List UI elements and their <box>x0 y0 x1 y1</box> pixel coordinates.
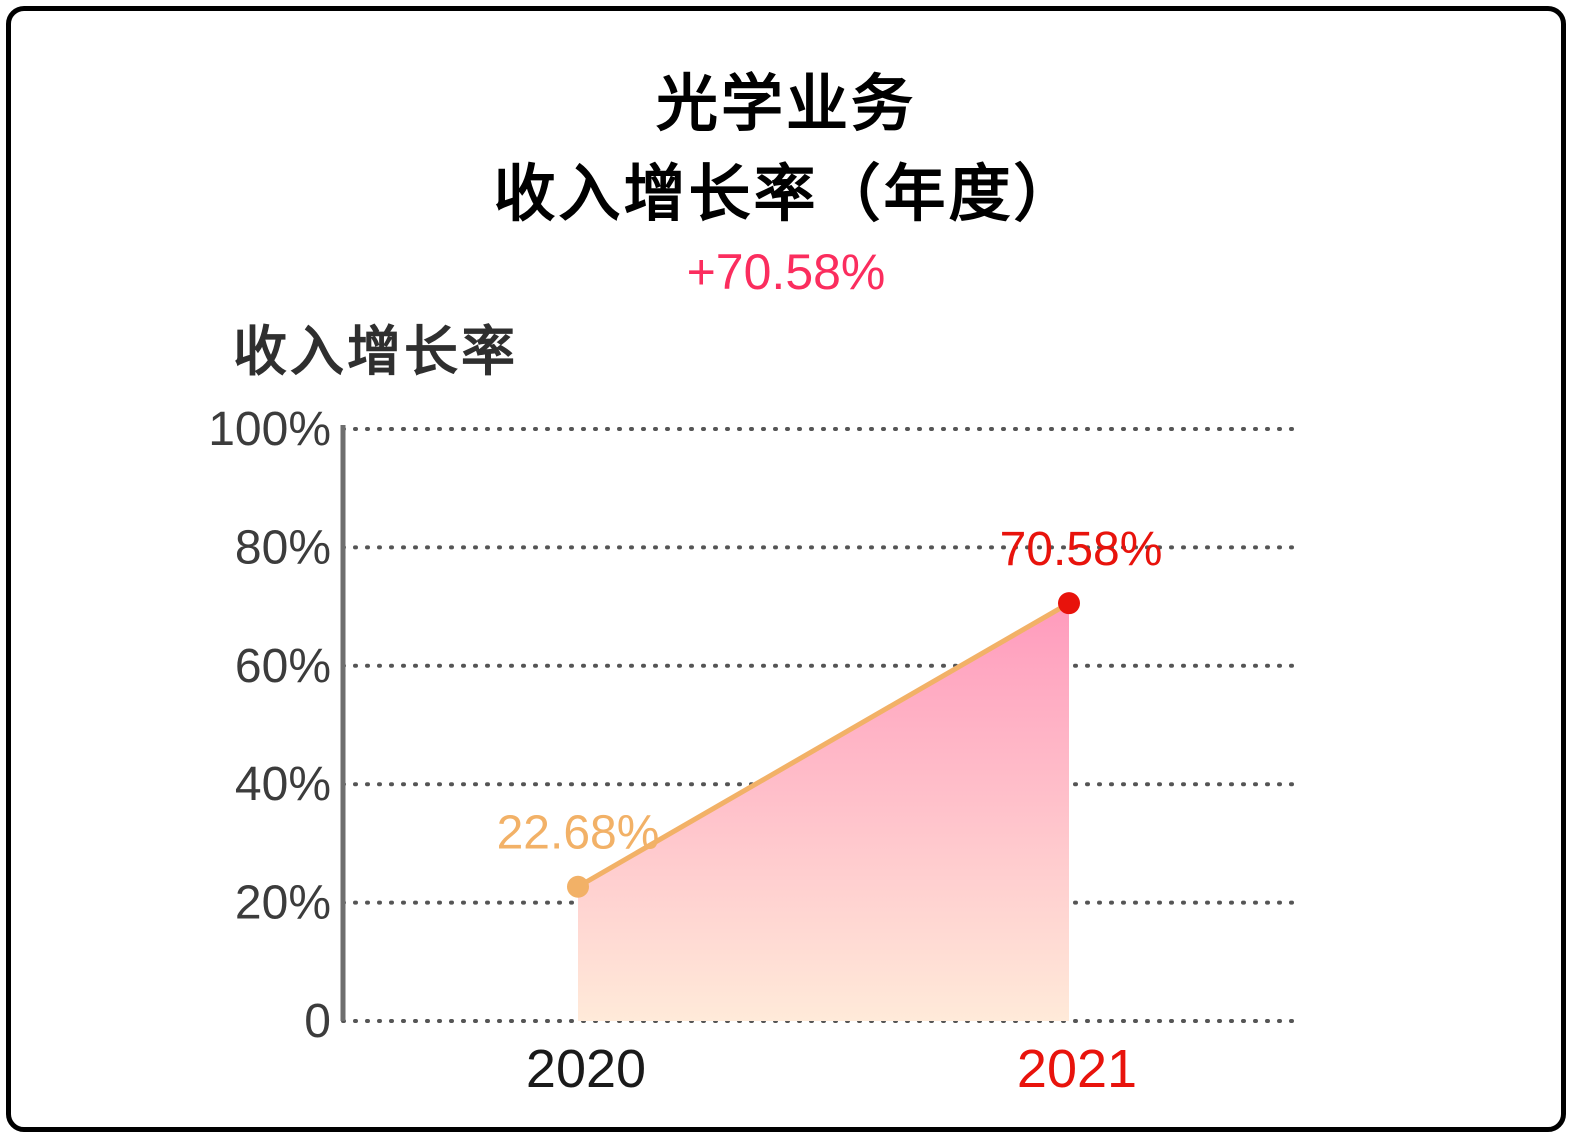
revenue-growth-area-chart: 0 20% 40% 60% 80% 100% 22.68% 2020 70.58% 2021 <box>208 403 1295 1099</box>
y-tick-label: 20% <box>235 877 331 930</box>
x-tick-label-2020: 2020 <box>526 1039 646 1099</box>
chart-title-line-1: 光学业务 <box>655 70 916 139</box>
y-tick-label: 40% <box>235 758 331 811</box>
area-fill <box>578 603 1069 1021</box>
growth-change-badge: +70.58% <box>686 244 886 300</box>
x-tick-label-2021: 2021 <box>1017 1039 1137 1099</box>
y-tick-label: 100% <box>208 403 331 456</box>
chart-card: 光学业务 收入增长率（年度） +70.58% 收入增长率 0 20% 40% 60% 8… <box>6 6 1566 1132</box>
y-tick-label: 80% <box>235 521 331 574</box>
trend-line <box>575 600 1072 890</box>
chart-title-line-2: 收入增长率（年度） <box>493 160 1079 229</box>
point-label-2020: 22.68% <box>497 807 660 860</box>
data-point-2021 <box>1058 592 1080 615</box>
point-label-2021: 70.58% <box>1000 523 1163 576</box>
y-tick-label: 60% <box>235 640 331 693</box>
y-tick-label: 0 <box>304 995 331 1048</box>
y-axis-title: 收入增长率 <box>233 322 518 382</box>
data-point-2020 <box>567 875 589 898</box>
